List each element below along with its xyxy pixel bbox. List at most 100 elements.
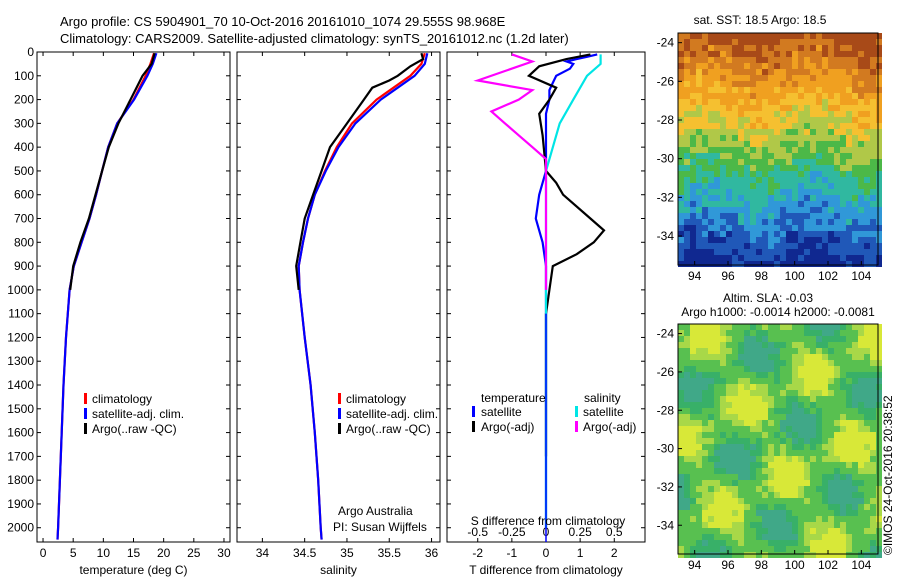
map-cell (738, 492, 744, 498)
map-cell (864, 147, 870, 153)
map-cell (732, 105, 738, 111)
map-cell (810, 348, 816, 354)
map-cell (846, 219, 852, 225)
map-cell (756, 360, 762, 366)
map-cell (768, 408, 774, 414)
map-cell (768, 396, 774, 402)
map-cell (828, 189, 834, 195)
map-cell (726, 552, 732, 558)
map-cell (876, 255, 882, 261)
map-cell (756, 390, 762, 396)
map-cell (870, 414, 876, 420)
map-cell (870, 402, 876, 408)
map-cell (876, 342, 882, 348)
map-cell (762, 330, 768, 336)
map-cell (696, 450, 702, 456)
map-cell (780, 147, 786, 153)
map-cell (858, 414, 864, 420)
map-x-tick-label: 102 (818, 558, 838, 572)
map-cell (768, 450, 774, 456)
map-cell (810, 552, 816, 558)
map-cell (762, 552, 768, 558)
map-cell (750, 540, 756, 546)
map-cell (768, 69, 774, 75)
map-cell (846, 243, 852, 249)
map-cell (840, 243, 846, 249)
map-cell (720, 231, 726, 237)
map-cell (876, 378, 882, 384)
map-cell (852, 408, 858, 414)
map-cell (810, 117, 816, 123)
map-cell (708, 45, 714, 51)
map-cell (714, 123, 720, 129)
map-cell (822, 552, 828, 558)
map-cell (792, 384, 798, 390)
map-cell (714, 468, 720, 474)
map-y-tick-label: -34 (657, 518, 675, 532)
map-cell (852, 426, 858, 432)
map-cell (858, 255, 864, 261)
map-cell (738, 135, 744, 141)
map-cell (714, 354, 720, 360)
map-cell (798, 207, 804, 213)
map-cell (684, 444, 690, 450)
map-cell (774, 510, 780, 516)
map-cell (840, 81, 846, 87)
map-cell (840, 159, 846, 165)
map-cell (726, 231, 732, 237)
map-cell (804, 354, 810, 360)
map-cell (774, 63, 780, 69)
map-cell (684, 468, 690, 474)
map-cell (714, 261, 720, 267)
map-cell (690, 546, 696, 552)
map-cell (726, 153, 732, 159)
map-cell (846, 462, 852, 468)
map-cell (810, 249, 816, 255)
map-cell (870, 348, 876, 354)
series-line (297, 52, 429, 540)
map-cell (726, 510, 732, 516)
map-cell (798, 474, 804, 480)
map-cell (822, 354, 828, 360)
map-cell (708, 438, 714, 444)
map-cell (696, 486, 702, 492)
map-cell (864, 324, 870, 330)
map-cell (846, 75, 852, 81)
map-cell (792, 69, 798, 75)
map-cell (864, 342, 870, 348)
map-cell (822, 366, 828, 372)
map-cell (828, 207, 834, 213)
map-cell (732, 498, 738, 504)
map-cell (732, 342, 738, 348)
map-cell (858, 474, 864, 480)
map-cell (804, 486, 810, 492)
map-cell (804, 528, 810, 534)
map-cell (792, 462, 798, 468)
map-cell (750, 426, 756, 432)
map-cell (858, 516, 864, 522)
map-x-tick-label: 96 (721, 269, 735, 283)
map-cell (852, 147, 858, 153)
map-cell (714, 552, 720, 558)
map-cell (762, 420, 768, 426)
map-cell (696, 207, 702, 213)
map-cell (816, 171, 822, 177)
map-cell (768, 153, 774, 159)
map-cell (726, 117, 732, 123)
map-cell (810, 231, 816, 237)
map-cell (756, 450, 762, 456)
map-cell (726, 99, 732, 105)
map-cell (720, 45, 726, 51)
map-cell (834, 87, 840, 93)
map-cell (726, 255, 732, 261)
map-cell (690, 171, 696, 177)
map-cell (774, 342, 780, 348)
map-cell (732, 177, 738, 183)
map-cell (738, 261, 744, 267)
map-cell (798, 480, 804, 486)
map-cell (780, 255, 786, 261)
map-cell (840, 111, 846, 117)
map-cell (744, 75, 750, 81)
map-cell (870, 39, 876, 45)
map-cell (720, 195, 726, 201)
